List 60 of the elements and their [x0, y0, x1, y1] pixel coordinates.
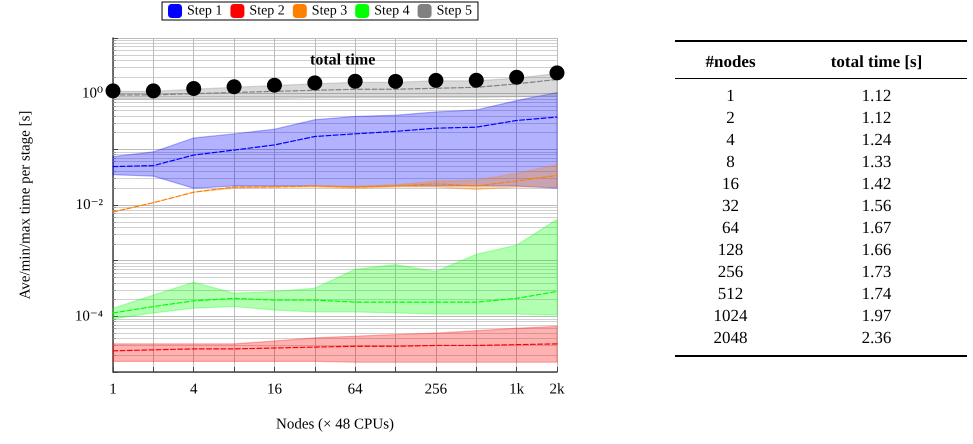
category-label: 16	[721, 173, 740, 195]
x-tick-label: 1	[109, 382, 117, 398]
category-label: 64	[721, 217, 740, 239]
point	[550, 65, 564, 80]
category-label: 4	[725, 129, 736, 151]
data-label: 1.24	[860, 129, 892, 151]
data-label: 1.12	[860, 85, 892, 107]
line-series	[112, 343, 558, 352]
legend-label: Step 3	[312, 4, 348, 18]
x-tick-label: 1k	[509, 382, 525, 398]
y-tick-label: 10⁻⁴	[74, 308, 103, 324]
data-label: 1.42	[860, 173, 892, 195]
legend-label: Step 1	[187, 4, 222, 18]
text: #nodes	[675, 41, 786, 78]
legend-label: Step 2	[249, 4, 285, 18]
point	[146, 83, 161, 98]
x-tick-label: 4	[190, 382, 198, 398]
point	[226, 79, 242, 94]
line-series	[112, 174, 558, 213]
category-label: 1024	[712, 305, 749, 327]
point	[307, 75, 322, 90]
category-label: 128	[716, 239, 744, 261]
category-label: 2	[725, 107, 736, 129]
y-axis-title: Ave/min/max time per stage [s]	[18, 110, 34, 300]
x-tick-label: 256	[424, 382, 448, 398]
x-axis-title: Nodes (× 48 CPUs)	[276, 416, 394, 432]
text: total time [s]	[786, 41, 967, 78]
data-label: 1.74	[860, 283, 892, 305]
point	[509, 70, 524, 85]
legend-label: Step 5	[436, 4, 472, 18]
x-tick-label: 64	[348, 382, 364, 398]
category-label: 2048	[675, 327, 786, 356]
point	[468, 72, 484, 88]
annotation: total time	[310, 52, 376, 68]
line-series	[112, 290, 558, 314]
point	[388, 74, 404, 89]
y-tick-label: 10⁰	[82, 86, 103, 102]
data-label: 1.12	[860, 107, 892, 129]
data-label: 1.33	[860, 151, 892, 173]
x-tick-label: 16	[266, 382, 282, 398]
data-label: 1.66	[860, 239, 892, 261]
category-label: 256	[716, 261, 744, 283]
legend-label: Step 4	[374, 4, 410, 18]
point	[348, 74, 363, 89]
point	[428, 72, 444, 88]
point	[266, 78, 282, 93]
point	[186, 80, 202, 96]
y-tick-label: 10⁻²	[76, 197, 104, 213]
data-label: 1.97	[860, 305, 892, 327]
category-label: 8	[725, 151, 736, 173]
data-label: 1.73	[860, 261, 892, 283]
data-label: 1.67	[860, 217, 892, 239]
category-label: 1	[725, 85, 736, 107]
category-label: 512	[716, 283, 744, 305]
point	[106, 83, 120, 98]
data-label: 2.36	[786, 327, 967, 356]
category-label: 32	[721, 195, 740, 217]
line-series	[112, 116, 558, 168]
x-tick-label: 2k	[550, 382, 565, 398]
data-label: 1.56	[860, 195, 892, 217]
